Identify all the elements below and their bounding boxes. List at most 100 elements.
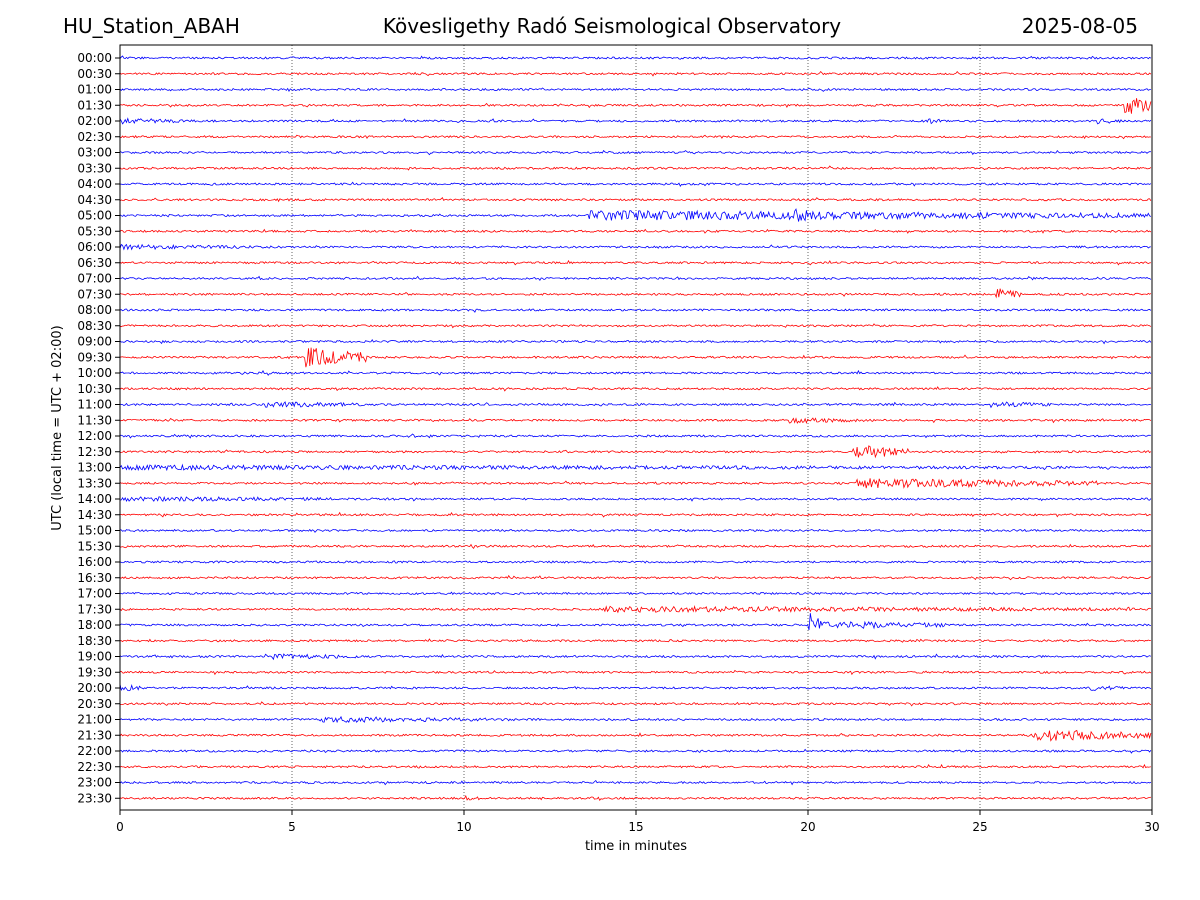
trace-1830	[119, 638, 1151, 643]
chart-date: 2025-08-05	[1021, 14, 1138, 38]
trace-0400	[119, 181, 1152, 188]
y-tick-label: 00:30	[77, 67, 112, 81]
y-tick-label: 21:30	[77, 728, 112, 742]
y-tick-label: 10:30	[77, 382, 112, 396]
y-tick-label: 03:00	[77, 146, 112, 160]
y-axis-label: UTC (local time = UTC + 02:00)	[50, 325, 65, 530]
x-axis-ticks: 0 5 10 15 20 25 30	[116, 810, 1160, 834]
y-tick-label: 12:00	[77, 429, 112, 443]
y-tick-label: 09:00	[77, 335, 112, 349]
y-tick-label: 15:30	[77, 539, 112, 553]
trace-0100	[119, 87, 1151, 92]
x-tick-label: 15	[628, 820, 643, 834]
x-tick-label: 10	[456, 820, 471, 834]
y-tick-label: 15:00	[77, 524, 112, 538]
station-name: HU_Station_ABAH	[63, 14, 240, 38]
y-tick-label: 01:00	[77, 83, 112, 97]
seismogram-traces	[119, 55, 1152, 802]
trace-1700	[119, 591, 1152, 596]
y-tick-label: 18:30	[77, 634, 112, 648]
trace-1930	[119, 669, 1152, 676]
y-tick-label: 04:00	[77, 177, 112, 191]
trace-0500	[119, 208, 1152, 222]
y-tick-label: 07:00	[77, 272, 112, 286]
trace-0430	[119, 196, 1152, 203]
y-tick-label: 05:30	[77, 224, 112, 238]
y-tick-label: 23:30	[77, 791, 112, 805]
y-tick-label: 19:00	[77, 650, 112, 664]
trace-0730	[119, 288, 1152, 299]
y-tick-label: 22:00	[77, 744, 112, 758]
trace-2300	[119, 779, 1152, 786]
y-tick-label: 11:00	[77, 398, 112, 412]
x-tick-label: 20	[800, 820, 815, 834]
chart-title: Kövesligethy Radó Seismological Observat…	[382, 14, 842, 38]
y-tick-label: 09:30	[77, 350, 112, 364]
y-tick-label: 20:30	[77, 697, 112, 711]
trace-1500	[119, 528, 1151, 533]
y-tick-label: 05:00	[77, 209, 112, 223]
trace-0700	[119, 275, 1152, 282]
y-tick-label: 07:30	[77, 287, 112, 301]
y-tick-label: 22:30	[77, 760, 112, 774]
grid-lines	[291, 45, 981, 810]
y-tick-label: 19:30	[77, 665, 112, 679]
trace-0830	[119, 323, 1152, 329]
x-tick-label: 5	[288, 820, 296, 834]
trace-0030	[119, 71, 1152, 77]
trace-1130	[119, 417, 1152, 424]
trace-0900	[119, 339, 1152, 345]
trace-2200	[119, 748, 1152, 754]
y-tick-label: 13:30	[77, 476, 112, 490]
trace-0230	[119, 134, 1151, 140]
trace-1030	[119, 386, 1151, 392]
y-tick-label: 17:00	[77, 587, 112, 601]
x-tick-label: 25	[972, 820, 987, 834]
trace-1530	[119, 543, 1152, 550]
trace-1100	[119, 401, 1151, 409]
trace-1400	[119, 495, 1152, 503]
y-tick-label: 06:00	[77, 240, 112, 254]
y-tick-label: 08:30	[77, 319, 112, 333]
trace-1800	[119, 613, 1152, 631]
trace-1330	[119, 478, 1152, 489]
trace-1230	[119, 445, 1152, 459]
trace-1600	[119, 560, 1152, 564]
y-tick-label: 20:00	[77, 681, 112, 695]
trace-1430	[119, 511, 1152, 518]
trace-1900	[119, 653, 1152, 661]
y-tick-label: 13:00	[77, 461, 112, 475]
trace-0930	[119, 347, 1152, 368]
trace-1300	[119, 463, 1152, 472]
trace-0800	[119, 308, 1152, 313]
trace-0000	[119, 55, 1152, 60]
y-tick-label: 12:30	[77, 445, 112, 459]
y-tick-label: 10:00	[77, 366, 112, 380]
trace-0600	[119, 243, 1151, 251]
y-tick-label: 03:30	[77, 161, 112, 175]
y-tick-label: 02:00	[77, 114, 112, 128]
y-tick-label: 04:30	[77, 193, 112, 207]
y-tick-label: 14:00	[77, 492, 112, 506]
trace-0530	[119, 228, 1152, 234]
y-tick-label: 16:30	[77, 571, 112, 585]
y-tick-label: 06:30	[77, 256, 112, 270]
trace-2130	[119, 729, 1152, 742]
trace-0130	[119, 98, 1152, 114]
trace-1730	[119, 604, 1151, 614]
y-tick-label: 21:00	[77, 713, 112, 727]
trace-0630	[119, 259, 1151, 266]
y-tick-label: 16:00	[77, 555, 112, 569]
trace-0200	[119, 117, 1152, 125]
y-tick-label: 02:30	[77, 130, 112, 144]
trace-2030	[119, 701, 1152, 707]
trace-2330	[119, 794, 1151, 802]
x-tick-label: 0	[116, 820, 124, 834]
x-tick-label: 30	[1144, 820, 1159, 834]
y-tick-label: 14:30	[77, 508, 112, 522]
y-tick-label: 18:00	[77, 618, 112, 632]
trace-1000	[119, 369, 1152, 376]
trace-1630	[119, 574, 1152, 581]
